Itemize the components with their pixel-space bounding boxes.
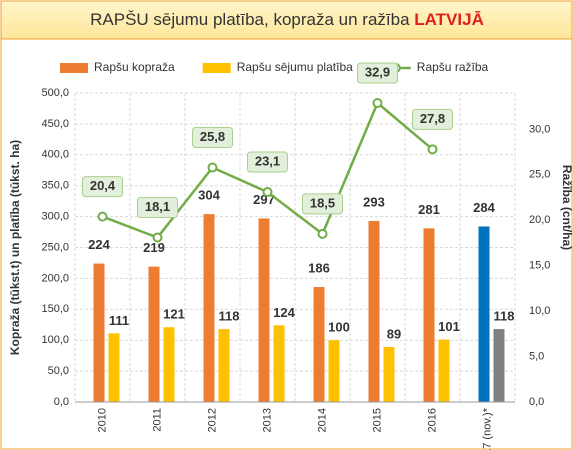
line-value-text: 18,1	[145, 199, 170, 214]
y2-tick-label: 0,0	[529, 396, 544, 408]
bar-value-label: 118	[219, 309, 240, 324]
bar	[273, 325, 285, 402]
bar	[258, 218, 270, 402]
bar-value-label: 186	[308, 260, 330, 275]
bar	[423, 228, 435, 402]
label-box	[412, 108, 453, 130]
y2-axis-label: Ražība (cnt/ha)	[560, 165, 573, 250]
bar	[328, 340, 340, 402]
legend-item: Rapšu kopraža	[60, 60, 175, 74]
legend-swatch	[60, 63, 88, 73]
line-value-label: 32,9	[357, 62, 398, 84]
y2-tick-label: 20,0	[529, 214, 550, 226]
bar-value-label: 284	[473, 200, 495, 215]
chart-title: RAPŠU sējumu platība, kopraža un ražība …	[90, 10, 484, 29]
line-marker	[372, 97, 383, 108]
bar	[313, 287, 325, 402]
bar-value-label: 89	[387, 326, 401, 341]
legend-label: Rapšu ražība	[417, 60, 489, 74]
bar-value-label: 304	[198, 188, 220, 203]
y-tick-label: 150,0	[41, 303, 69, 315]
bar	[203, 214, 215, 402]
y-tick-label: 250,0	[41, 241, 69, 253]
line-marker	[152, 232, 163, 243]
line-value-label: 18,5	[302, 193, 343, 215]
title-bar	[0, 0, 573, 40]
legend-label: Rapšu kopraža	[94, 60, 175, 74]
x-tick-label: 2013	[261, 408, 273, 432]
line-marker	[262, 187, 273, 198]
line-value-text: 23,1	[255, 153, 280, 168]
line-value-text: 32,9	[365, 64, 390, 79]
bar	[368, 220, 380, 402]
y-tick-label: 300,0	[41, 211, 69, 223]
line-value-label: 25,8	[192, 127, 233, 149]
label-box	[82, 176, 123, 198]
y2-tick-label: 15,0	[529, 260, 550, 272]
x-tick-label: 2012	[206, 408, 218, 432]
y-axis-label: Kopraža (tūkst.t) un platība (tūkst. ha)	[8, 140, 22, 355]
line-value-label: 20,4	[82, 176, 123, 198]
legend-item: Rapšu sējumu platība	[202, 60, 353, 74]
line-value-label: 23,1	[247, 151, 288, 173]
bar-value-label: 100	[328, 320, 350, 335]
title-highlight: LATVIJĀ	[414, 10, 484, 29]
legend-label: Rapšu sējumu platība	[237, 60, 353, 74]
bar-value-label: 293	[363, 194, 385, 209]
y-tick-label: 50,0	[48, 365, 69, 377]
y-tick-label: 200,0	[41, 272, 69, 284]
y-tick-label: 350,0	[41, 180, 69, 192]
label-box	[302, 193, 343, 215]
bar-value-label: 101	[438, 319, 460, 334]
line-value-text: 18,5	[310, 195, 335, 210]
y-tick-label: 100,0	[41, 334, 69, 346]
bar	[493, 329, 505, 402]
bar-value-label: 118	[494, 309, 515, 324]
bar	[93, 263, 105, 402]
line-value-label: 27,8	[412, 108, 453, 130]
legend-swatch	[202, 63, 231, 73]
label-box	[357, 62, 398, 84]
line-value-text: 27,8	[420, 111, 445, 126]
y2-tick-label: 25,0	[529, 169, 550, 181]
y2-tick-label: 5,0	[529, 350, 544, 362]
line-marker	[97, 211, 108, 222]
y-tick-label: 500,0	[41, 87, 69, 99]
y2-tick-label: 30,0	[529, 123, 550, 135]
y-tick-label: 0,0	[54, 396, 69, 408]
x-tick-label: 2010	[96, 408, 108, 432]
line-marker	[207, 162, 218, 173]
bar-value-label: 224	[88, 237, 110, 252]
x-tick-label: 2017 (nov.)*	[481, 407, 493, 450]
line-value-text: 20,4	[90, 178, 116, 193]
bar	[383, 346, 395, 402]
bar-value-label: 219	[143, 240, 165, 255]
bar-value-label: 111	[109, 313, 129, 328]
bar	[218, 329, 230, 402]
line-marker	[427, 144, 438, 155]
bar	[148, 266, 160, 402]
label-box	[192, 127, 233, 149]
bar	[478, 226, 490, 402]
line-value-label: 18,1	[137, 197, 178, 219]
line-value-text: 25,8	[200, 129, 225, 144]
x-tick-label: 2016	[426, 408, 438, 432]
x-tick-label: 2011	[151, 408, 163, 432]
bar	[163, 327, 175, 402]
bar	[108, 333, 120, 402]
bar-value-label: 281	[418, 202, 440, 217]
y-tick-label: 450,0	[41, 118, 69, 130]
line-marker	[317, 228, 328, 239]
title-main: RAPŠU sējumu platība, kopraža un ražība	[90, 10, 410, 29]
y2-tick-label: 10,0	[529, 305, 550, 317]
bar-value-label: 124	[273, 305, 295, 320]
label-box	[247, 151, 288, 173]
y-tick-label: 400,0	[41, 149, 69, 161]
x-tick-label: 2014	[316, 408, 328, 432]
label-box	[137, 197, 178, 219]
bar	[438, 339, 450, 402]
x-tick-label: 2015	[371, 408, 383, 432]
bar-value-label: 121	[163, 307, 185, 322]
